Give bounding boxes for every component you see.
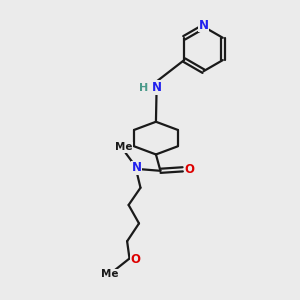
Text: Me: Me [116, 142, 133, 152]
Text: N: N [132, 161, 142, 174]
Text: O: O [184, 163, 194, 176]
Text: Me: Me [101, 269, 118, 279]
Text: O: O [130, 253, 140, 266]
Text: N: N [152, 81, 161, 94]
Text: N: N [199, 19, 208, 32]
Text: H: H [140, 82, 149, 93]
